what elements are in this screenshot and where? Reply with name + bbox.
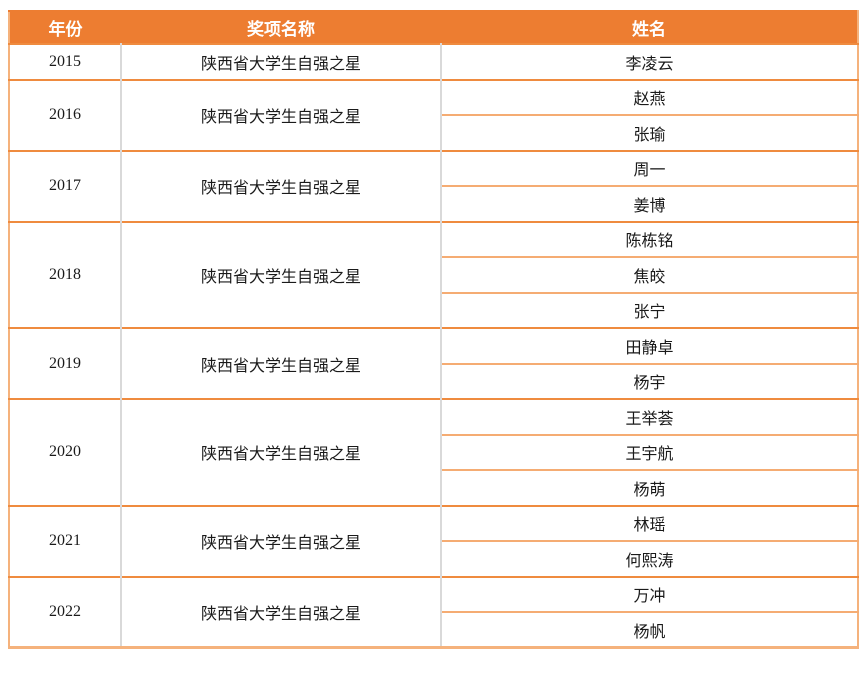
name-cell: 何熙涛	[441, 540, 858, 577]
column-header-year: 年份	[9, 11, 121, 44]
table-row: 2021 陕西省大学生自强之星 林瑶	[9, 504, 858, 577]
table-row: 张瑜	[9, 114, 858, 151]
name-cell: 王宇航	[441, 433, 858, 470]
name-cell: 李凌云	[441, 43, 858, 80]
table-row: 张宁	[9, 291, 858, 328]
name-cell: 万冲	[441, 575, 858, 612]
year-cell: 2022	[9, 575, 122, 648]
column-header-award: 奖项名称	[121, 11, 441, 44]
award-cell: 陕西省大学生自强之星	[121, 398, 442, 506]
year-cell: 2018	[9, 220, 122, 328]
award-cell: 陕西省大学生自强之星	[121, 78, 442, 151]
table-row: 焦皎	[9, 256, 858, 293]
name-cell: 杨宇	[441, 362, 858, 399]
name-cell: 周一	[441, 149, 858, 186]
award-cell: 陕西省大学生自强之星	[121, 43, 442, 80]
name-cell: 姜博	[441, 185, 858, 222]
year-cell: 2019	[9, 327, 122, 399]
year-cell: 2021	[9, 504, 122, 577]
award-cell: 陕西省大学生自强之星	[121, 575, 442, 648]
name-cell: 杨萌	[441, 469, 858, 506]
table-row: 2022 陕西省大学生自强之星 万冲	[9, 575, 858, 648]
year-cell: 2015	[9, 43, 122, 80]
award-cell: 陕西省大学生自强之星	[121, 504, 442, 577]
table-row: 2020 陕西省大学生自强之星 王举荟	[9, 398, 858, 506]
name-cell: 赵燕	[441, 78, 858, 115]
name-cell: 田静卓	[441, 327, 858, 364]
column-header-name: 姓名	[441, 11, 858, 44]
name-cell: 王举荟	[441, 398, 858, 435]
table-header: 年份 奖项名称 姓名	[9, 11, 858, 44]
name-cell: 焦皎	[441, 256, 858, 293]
year-cell: 2016	[9, 78, 122, 151]
award-cell: 陕西省大学生自强之星	[121, 327, 442, 399]
year-cell: 2020	[9, 398, 122, 506]
name-cell: 陈栋铭	[441, 220, 858, 257]
table-row: 2018 陕西省大学生自强之星 陈栋铭	[9, 220, 858, 328]
table-row: 2016 陕西省大学生自强之星 赵燕	[9, 78, 858, 151]
table-body: 2015 陕西省大学生自强之星 李凌云 2016 陕西省大学生自强之星 赵燕 张瑜 2017 陕…	[9, 43, 858, 648]
table-row: 姜博	[9, 185, 858, 222]
table-row: 2015 陕西省大学生自强之星 李凌云	[9, 43, 858, 80]
year-cell: 2017	[9, 149, 122, 222]
table-row: 2019 陕西省大学生自强之星 田静卓	[9, 327, 858, 399]
name-cell: 杨帆	[441, 611, 858, 648]
name-cell: 张宁	[441, 291, 858, 328]
table-row: 杨宇	[9, 362, 858, 399]
name-cell: 林瑶	[441, 504, 858, 541]
table-row: 王宇航	[9, 433, 858, 470]
header-row: 年份 奖项名称 姓名	[9, 11, 858, 44]
award-cell: 陕西省大学生自强之星	[121, 220, 442, 328]
table-row: 杨萌	[9, 469, 858, 506]
table-row: 杨帆	[9, 611, 858, 648]
table-row: 2017 陕西省大学生自强之星 周一	[9, 149, 858, 222]
awards-table: 年份 奖项名称 姓名 2015 陕西省大学生自强之星 李凌云 2016 陕西省大学生自强…	[8, 10, 859, 649]
award-cell: 陕西省大学生自强之星	[121, 149, 442, 222]
table-row: 何熙涛	[9, 540, 858, 577]
name-cell: 张瑜	[441, 114, 858, 151]
